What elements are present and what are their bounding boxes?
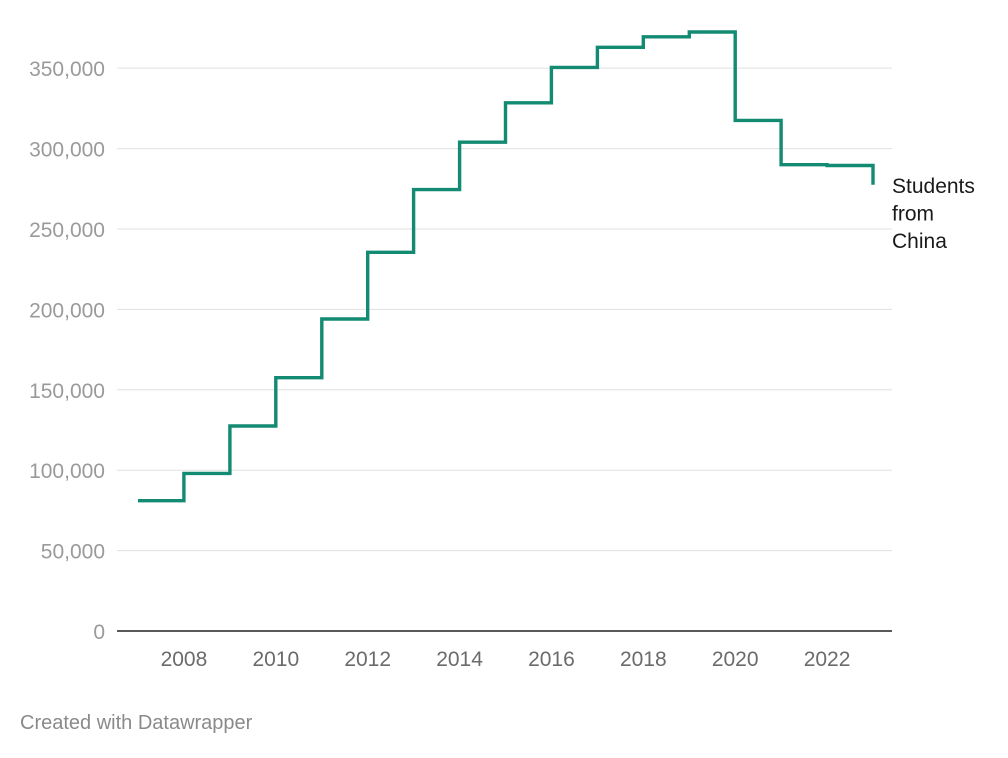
series-line-0 (138, 30, 875, 503)
x-tick-label-2020: 2020 (712, 648, 759, 671)
y-tick-label-300000: 300,000 (29, 139, 105, 162)
series-label-line-0: Students (892, 175, 975, 198)
line-chart: 0 50,000 100,000 150,000 200,000 250,000 300,0… (29, 30, 975, 671)
x-tick-label-2008: 2008 (161, 648, 208, 671)
gridlines (117, 67, 892, 552)
series-layer (138, 30, 875, 503)
x-tick-label-2016: 2016 (528, 648, 575, 671)
footer-credit: Created with Datawrapper (20, 712, 253, 734)
x-tick-label-2022: 2022 (804, 648, 851, 671)
y-tick-label-250000: 250,000 (29, 219, 105, 242)
x-tick-label-2012: 2012 (344, 648, 391, 671)
x-tick-label-2014: 2014 (436, 648, 483, 671)
y-tick-label-50000: 50,000 (41, 541, 105, 564)
series-label-students-from-china: Students from China (892, 175, 975, 253)
x-tick-label-2018: 2018 (620, 648, 667, 671)
series-label-line-2: China (892, 230, 947, 253)
y-tick-label-200000: 200,000 (29, 299, 105, 322)
y-tick-label-0: 0 (93, 621, 105, 644)
x-axis-tick-labels: 2008 2010 2012 2014 2016 2018 2020 2022 (161, 648, 851, 671)
y-tick-label-350000: 350,000 (29, 58, 105, 81)
y-axis-tick-labels: 0 50,000 100,000 150,000 200,000 250,000 300,0… (29, 58, 105, 644)
y-tick-label-150000: 150,000 (29, 380, 105, 403)
x-tick-label-2010: 2010 (252, 648, 299, 671)
series-label-line-1: from (892, 203, 934, 226)
y-tick-label-100000: 100,000 (29, 460, 105, 483)
